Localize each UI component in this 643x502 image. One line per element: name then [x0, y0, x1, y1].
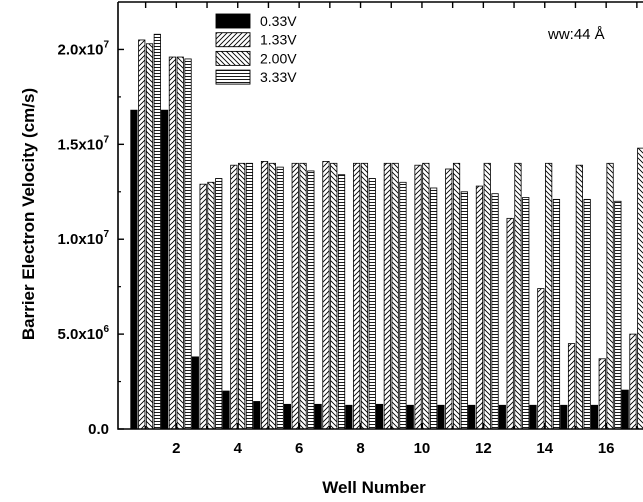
bar-3.33V-well-6	[307, 170, 315, 429]
x-tick-label: 6	[295, 440, 303, 457]
legend-label-1.33V: 1.33V	[260, 32, 297, 48]
bar-2.00V-well-2	[176, 56, 184, 429]
bar-0.33V-well-13	[498, 404, 506, 429]
bar-2.00V-well-6	[299, 162, 307, 429]
bar-2.00V-well-8	[360, 162, 369, 429]
bar-0.33V-well-7	[314, 403, 322, 429]
bar-0.33V-well-9	[375, 403, 384, 429]
bar-1.33V-well-15	[567, 343, 576, 429]
bars-group	[130, 33, 643, 429]
bar-1.33V-well-7	[322, 161, 330, 429]
bar-1.33V-well-8	[353, 162, 361, 429]
bar-3.33V-well-5	[276, 166, 284, 429]
bar-1.33V-well-12	[475, 185, 484, 429]
bar-0.33V-well-5	[253, 401, 261, 429]
annotation-well-width: ww:44 Å	[547, 26, 605, 43]
bar-0.33V-well-1	[130, 109, 138, 429]
bar-2.00V-well-9	[391, 162, 399, 429]
legend-swatch-1.33V	[215, 32, 251, 48]
bar-0.33V-well-6	[283, 403, 292, 429]
bar-1.33V-well-10	[414, 164, 422, 429]
bar-3.33V-well-9	[399, 181, 407, 429]
bar-2.00V-well-12	[483, 162, 491, 429]
legend-swatch-0.33V	[215, 13, 251, 29]
bar-2.00V-well-3	[207, 181, 215, 429]
bar-0.33V-well-2	[161, 109, 169, 429]
y-tick-label: 1.0x107	[58, 229, 110, 248]
x-tick-label: 16	[598, 440, 615, 457]
bar-3.33V-well-13	[522, 197, 530, 429]
bar-1.33V-well-2	[168, 56, 177, 429]
bar-0.33V-well-16	[590, 404, 599, 429]
x-tick-label: 10	[414, 440, 431, 457]
axes-group: 0.0 5.0x106 1.0x107 1.5x107 2.0x107 2 4 6 8 10 12 1…	[58, 1, 643, 457]
legend: 0.33V 1.33V 2.00V 3.33V	[215, 13, 297, 85]
bar-2.00V-well-15	[575, 164, 583, 429]
bar-3.33V-well-16	[614, 200, 622, 429]
bar-1.33V-well-1	[138, 39, 146, 429]
bar-2.00V-well-16	[606, 162, 614, 429]
y-tick-label: 2.0x107	[58, 39, 110, 58]
x-tick-label: 2	[172, 440, 180, 457]
legend-label-3.33V: 3.33V	[260, 69, 297, 85]
bar-3.33V-well-11	[460, 191, 468, 429]
x-tick-label: 4	[234, 440, 243, 457]
y-axis-title: Barrier Electron Velocity (cm/s)	[19, 88, 38, 340]
y-tick-label: 5.0x106	[58, 324, 110, 343]
bar-3.33V-well-4	[245, 162, 254, 429]
x-axis-title: Well Number	[322, 478, 426, 497]
bar-0.33V-well-15	[560, 404, 568, 429]
bar-0.33V-well-12	[468, 404, 476, 429]
bar-1.33V-well-3	[199, 183, 207, 429]
bar-1.33V-well-14	[537, 288, 545, 429]
bar-2.00V-well-14	[545, 162, 553, 429]
bar-3.33V-well-14	[552, 198, 561, 429]
bar-0.33V-well-17	[621, 389, 629, 429]
bar-3.33V-well-15	[583, 198, 591, 429]
bar-3.33V-well-2	[184, 58, 192, 429]
bar-2.00V-well-5	[268, 162, 276, 429]
legend-label-2.00V: 2.00V	[260, 50, 297, 66]
bar-0.33V-well-10	[406, 404, 414, 429]
bar-0.33V-well-3	[191, 356, 199, 429]
bar-2.00V-well-10	[422, 162, 430, 429]
bar-1.33V-well-16	[598, 358, 606, 429]
bar-3.33V-well-3	[215, 178, 223, 429]
bar-2.00V-well-17	[637, 147, 643, 429]
bar-0.33V-well-4	[222, 390, 230, 429]
bar-1.33V-well-4	[230, 164, 238, 429]
bar-1.33V-well-13	[506, 217, 514, 429]
bar-3.33V-well-1	[153, 33, 161, 429]
bar-2.00V-well-7	[330, 162, 338, 429]
x-tick-label: 14	[536, 440, 553, 457]
bar-1.33V-well-6	[291, 162, 299, 429]
bar-1.33V-well-9	[383, 162, 391, 429]
bar-3.33V-well-10	[430, 187, 438, 429]
x-tick-label: 12	[475, 440, 492, 457]
x-tick-label: 8	[356, 440, 364, 457]
bar-0.33V-well-11	[437, 404, 445, 429]
legend-swatch-2.00V	[215, 50, 251, 66]
y-tick-label: 0.0	[88, 421, 109, 438]
bar-3.33V-well-8	[368, 178, 376, 429]
bar-2.00V-well-4	[238, 162, 246, 429]
bar-2.00V-well-1	[145, 43, 154, 429]
legend-label-0.33V: 0.33V	[260, 13, 297, 29]
bar-3.33V-well-12	[491, 193, 499, 429]
y-tick-label: 1.5x107	[58, 134, 110, 153]
bar-0.33V-well-8	[345, 404, 353, 429]
bar-1.33V-well-5	[260, 161, 269, 429]
bar-1.33V-well-11	[445, 168, 453, 429]
legend-swatch-3.33V	[215, 69, 251, 85]
bar-2.00V-well-11	[452, 162, 461, 429]
bar-2.00V-well-13	[514, 162, 522, 429]
bar-0.33V-well-14	[529, 404, 537, 429]
bar-3.33V-well-7	[337, 174, 346, 429]
bar-1.33V-well-17	[629, 333, 637, 429]
